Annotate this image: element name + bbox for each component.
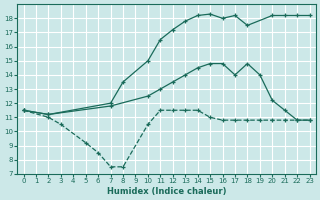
X-axis label: Humidex (Indice chaleur): Humidex (Indice chaleur) xyxy=(107,187,226,196)
